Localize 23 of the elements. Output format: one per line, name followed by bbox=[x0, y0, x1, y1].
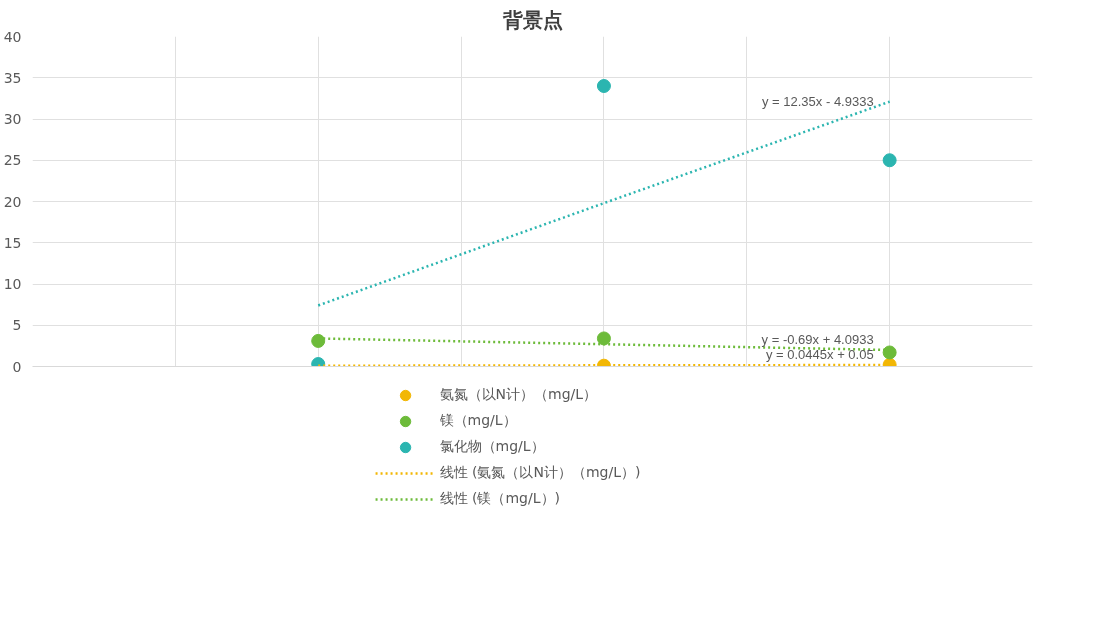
annotation: y = 0.0445x + 0.05 bbox=[765, 347, 874, 363]
point bbox=[882, 345, 897, 360]
y-tick-label: 20 bbox=[3, 193, 22, 210]
y-tick-label: 40 bbox=[3, 28, 22, 45]
legend-label: 镁（mg/L） bbox=[439, 411, 517, 430]
y-tick-label: 35 bbox=[3, 69, 22, 86]
annotation: y = -0.69x + 4.0933 bbox=[761, 332, 874, 347]
point bbox=[596, 331, 611, 346]
y-tick-label: 25 bbox=[3, 152, 22, 169]
legend-label: 线性 (镁（mg/L）) bbox=[439, 489, 560, 508]
y-tick-label: 5 bbox=[12, 317, 22, 334]
chart-title: 背景点 bbox=[501, 7, 563, 32]
legend-label: 氯化物（mg/L） bbox=[439, 437, 545, 456]
point bbox=[882, 153, 897, 168]
legend-label: 线性 (氨氮（以N计）（mg/L）) bbox=[439, 463, 641, 482]
point bbox=[596, 79, 611, 93]
annotation: y = 12.35x - 4.9333 bbox=[761, 94, 874, 110]
y-tick-label: 10 bbox=[3, 276, 22, 292]
y-tick-label: 30 bbox=[3, 111, 22, 127]
y-tick-label: 15 bbox=[3, 234, 22, 251]
legend-label: 氨氮（以N计）（mg/L） bbox=[439, 385, 598, 404]
y-tick-label: 0 bbox=[12, 358, 22, 375]
point bbox=[311, 333, 326, 348]
